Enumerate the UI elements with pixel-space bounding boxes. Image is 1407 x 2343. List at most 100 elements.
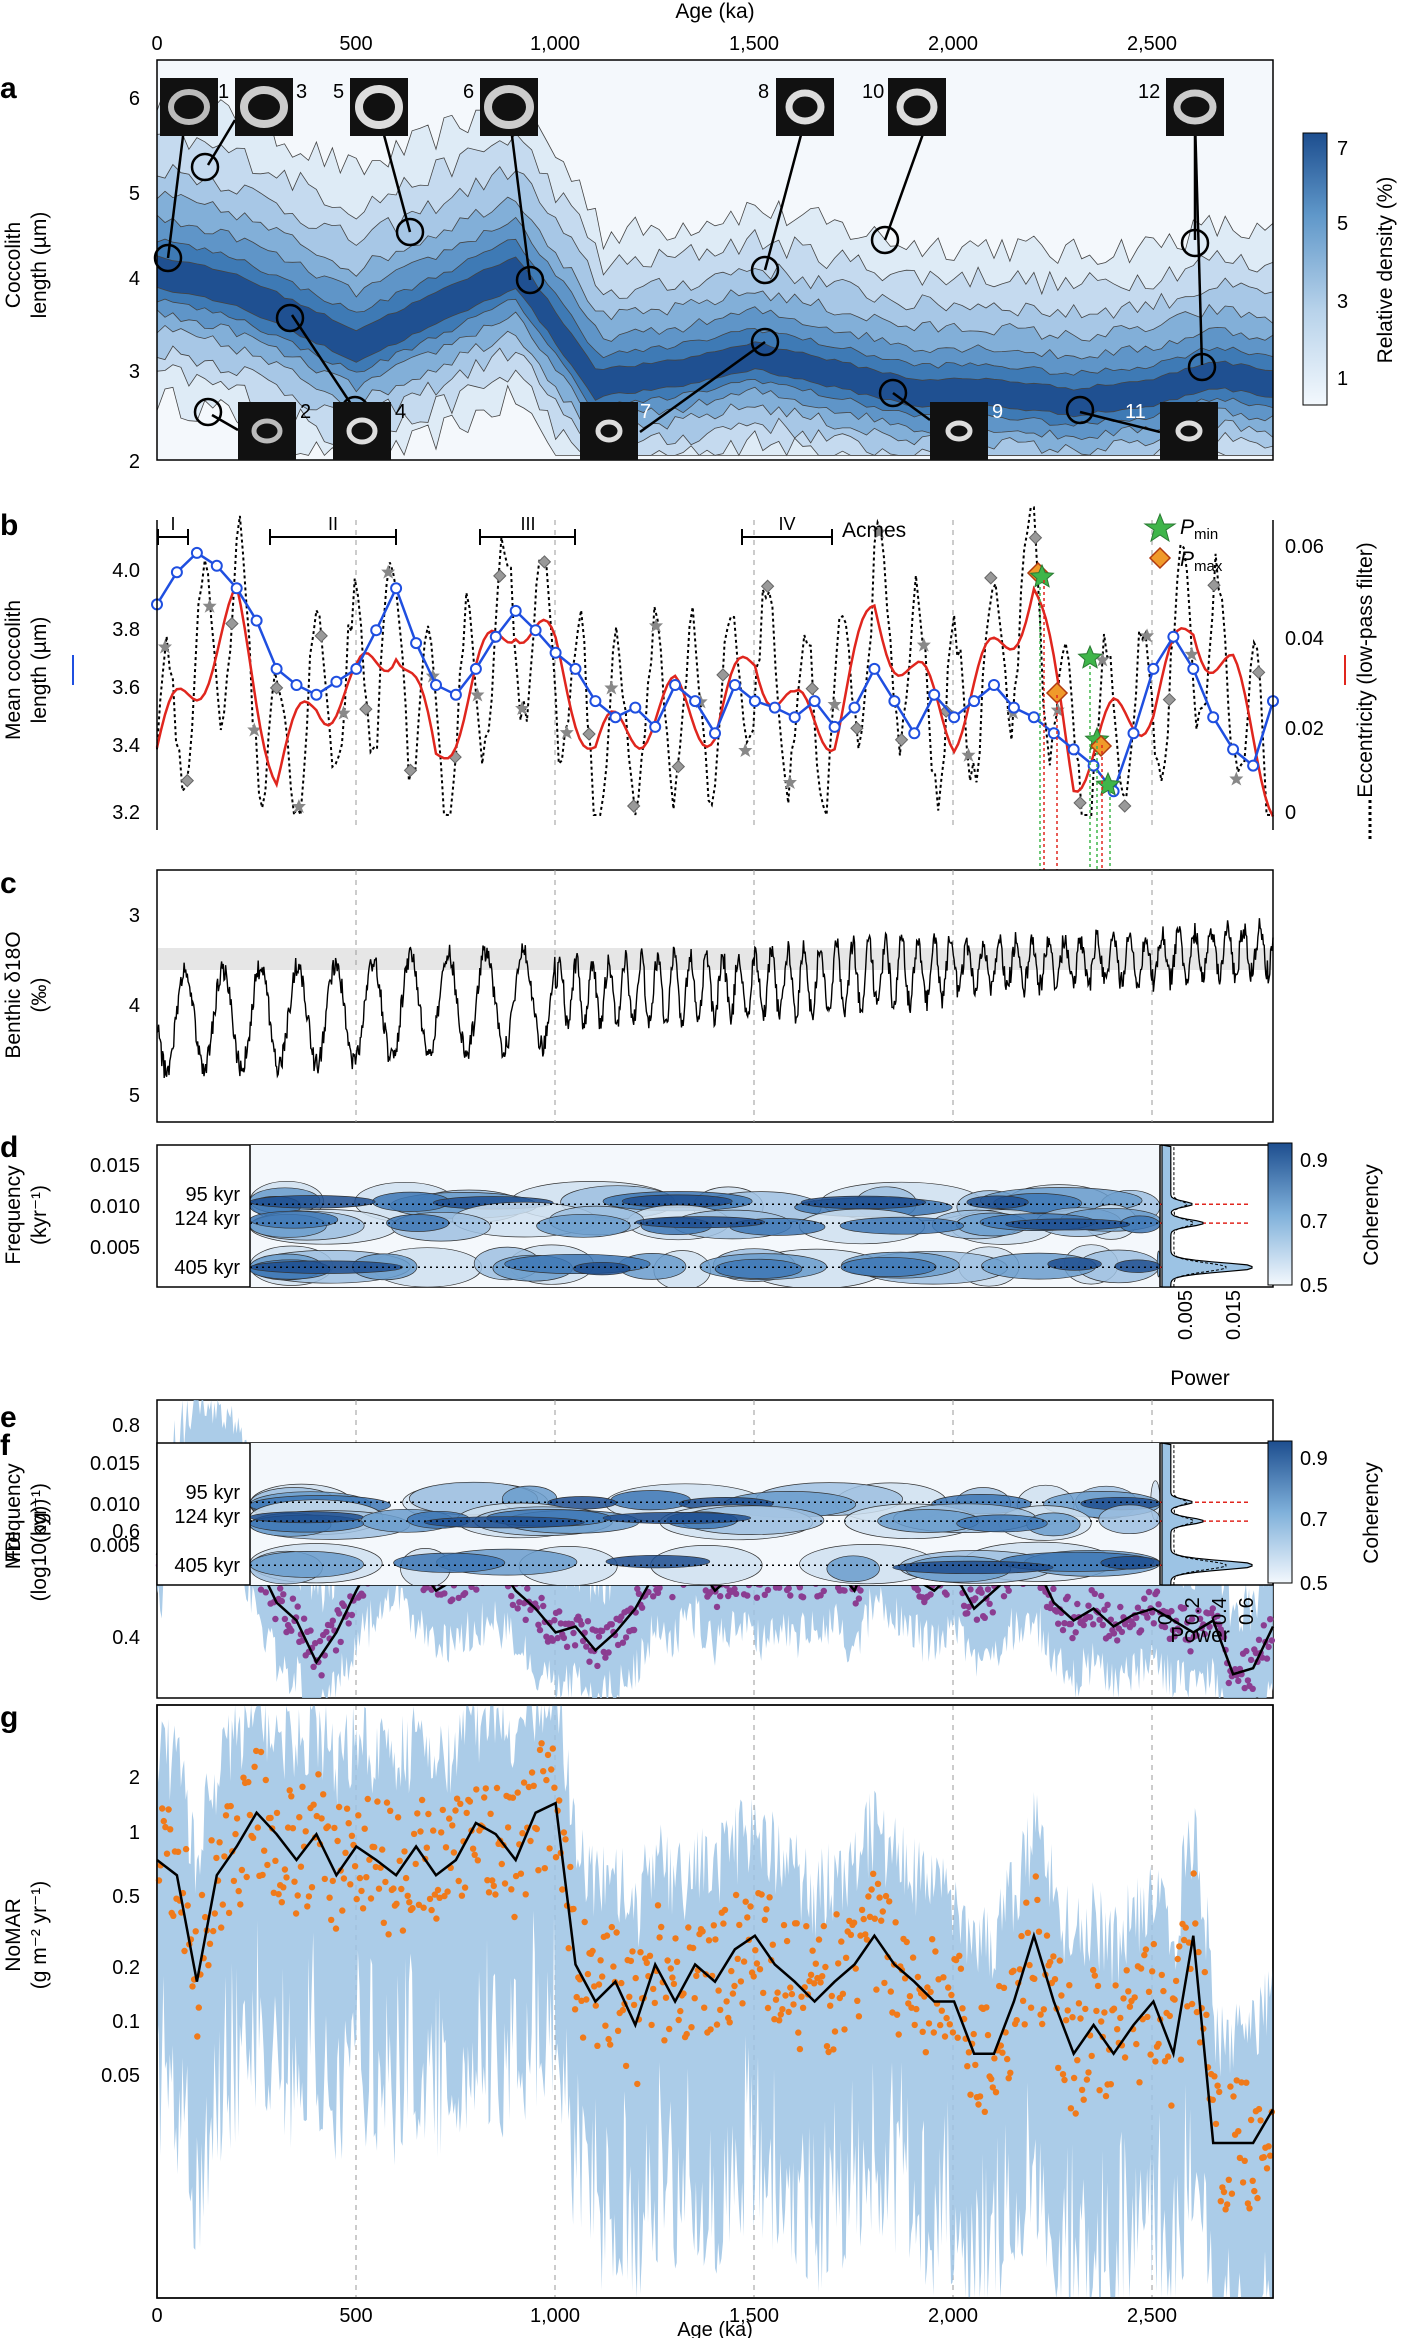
nomar-point xyxy=(922,2049,929,2056)
mean-length-point xyxy=(210,559,223,572)
nomar-point xyxy=(742,1898,749,1905)
mdi-point xyxy=(595,1633,603,1640)
coherency-contour xyxy=(635,1216,766,1229)
mdi-point xyxy=(1231,1666,1239,1673)
nomar-point xyxy=(331,1824,338,1832)
mdi-point xyxy=(1216,1621,1223,1628)
nomar-point xyxy=(434,1886,442,1894)
nomar-point xyxy=(273,1809,281,1817)
nomar-point xyxy=(1235,2128,1242,2135)
nomar-point xyxy=(540,1768,547,1775)
pmax-marker xyxy=(1089,734,1113,758)
mdi-point xyxy=(1129,1621,1137,1628)
mdi-point xyxy=(1206,1623,1213,1631)
nomar-point xyxy=(304,1903,311,1910)
mdi-point xyxy=(514,1605,521,1612)
nomar-point xyxy=(975,2101,982,2108)
nomar-point xyxy=(795,2029,802,2036)
panel-b-plot xyxy=(151,506,1279,818)
nomar-point xyxy=(777,2011,784,2018)
mean-length-point xyxy=(1147,662,1160,675)
nomar-point xyxy=(1228,2190,1236,2197)
mdi-point xyxy=(605,1649,612,1656)
mdi-point xyxy=(449,1596,456,1603)
nomar-point xyxy=(1051,1976,1059,1983)
specimen-callouts xyxy=(166,119,1204,434)
nomar-point xyxy=(321,1875,328,1883)
nomar-point xyxy=(412,1860,419,1868)
mdi-point xyxy=(509,1601,517,1609)
nomar-point xyxy=(839,1990,847,1998)
nomar-point xyxy=(578,1997,585,2005)
mdi-point xyxy=(1195,1607,1202,1614)
nomar-point xyxy=(1209,2096,1217,2103)
nomar-point xyxy=(270,1889,277,1897)
nomar-point xyxy=(758,1891,765,1898)
grey-star-marker xyxy=(1140,628,1155,643)
mdi-point xyxy=(1074,1600,1081,1608)
nomar-point xyxy=(857,1932,864,1939)
nomar-point xyxy=(1056,1957,1064,1964)
nomar-point xyxy=(296,1814,303,1821)
mdi-point xyxy=(332,1647,340,1654)
mdi-point xyxy=(281,1615,289,1623)
panel-a-ylabel-2: length (µm) xyxy=(28,212,51,319)
nomar-point xyxy=(218,1924,225,1931)
nomar-point xyxy=(827,2002,834,2009)
nomar-point xyxy=(1110,2005,1118,2012)
nomar-point xyxy=(1131,1994,1138,2001)
mdi-point xyxy=(965,1603,973,1611)
mdi-point xyxy=(1050,1585,1057,1593)
specimen-number-12: 12 xyxy=(1138,81,1160,103)
panel-f-period-95: 95 kyr xyxy=(186,1482,241,1504)
nomar-point xyxy=(879,1908,886,1915)
mdi-point xyxy=(1187,1648,1194,1655)
coherency-contour xyxy=(610,1490,691,1511)
nomar-point xyxy=(887,1988,894,1995)
nomar-point xyxy=(1005,2075,1012,2082)
panel-b-ytick-3.8: 3.8 xyxy=(112,619,140,641)
coherency-contour xyxy=(423,1516,585,1529)
nomar-point xyxy=(1091,1972,1099,1979)
panel-d-power-spectrum xyxy=(1161,1144,1253,1288)
nomar-point xyxy=(666,2025,673,2033)
nomar-point xyxy=(1142,1946,1150,1953)
nomar-point xyxy=(1233,2077,1240,2084)
panel-f-ylabel-1: Frequency xyxy=(2,1463,25,1563)
nomar-point xyxy=(485,1889,493,1896)
nomar-point xyxy=(772,1996,780,2003)
nomar-point xyxy=(964,2063,971,2070)
nomar-point xyxy=(756,1966,764,1973)
nomar-point xyxy=(1117,2014,1124,2022)
nomar-point xyxy=(286,1787,293,1794)
nomar-point xyxy=(1243,2079,1250,2086)
nomar-point xyxy=(882,1892,890,1900)
coherency-contour xyxy=(1047,1257,1102,1271)
nomar-point xyxy=(956,1952,963,1960)
nomar-point xyxy=(453,1795,461,1802)
grey-diamond-marker xyxy=(984,571,998,585)
nomar-point xyxy=(935,1976,942,1983)
panel-d-colorbar-tick-0.7: 0.7 xyxy=(1300,1211,1328,1233)
specimen-11-image xyxy=(1160,402,1218,460)
mean-length-point xyxy=(868,662,881,675)
nomar-point xyxy=(863,1936,871,1943)
mdi-point xyxy=(556,1608,563,1615)
panel-g-letter: g xyxy=(0,1701,18,1734)
nomar-point xyxy=(387,1807,394,1815)
nomar-point xyxy=(1096,2087,1103,2094)
nomar-point xyxy=(192,1928,199,1935)
mdi-point xyxy=(461,1590,469,1597)
panel-e-ylabel-1: MDI xyxy=(2,1531,25,1570)
nomar-point xyxy=(1101,2009,1108,2016)
nomar-point xyxy=(343,1805,351,1812)
mean-length-point xyxy=(669,679,682,691)
mean-length-point xyxy=(390,582,403,595)
panel-b-y2tick-0.02: 0.02 xyxy=(1285,718,1324,740)
panel-b-axes xyxy=(156,520,1274,830)
nomar-point xyxy=(685,1924,692,1931)
nomar-point xyxy=(425,1810,432,1818)
nomar-point xyxy=(1023,1899,1030,1906)
panel-a-ytick-4: 4 xyxy=(129,268,140,290)
nomar-point xyxy=(1165,2053,1172,2060)
